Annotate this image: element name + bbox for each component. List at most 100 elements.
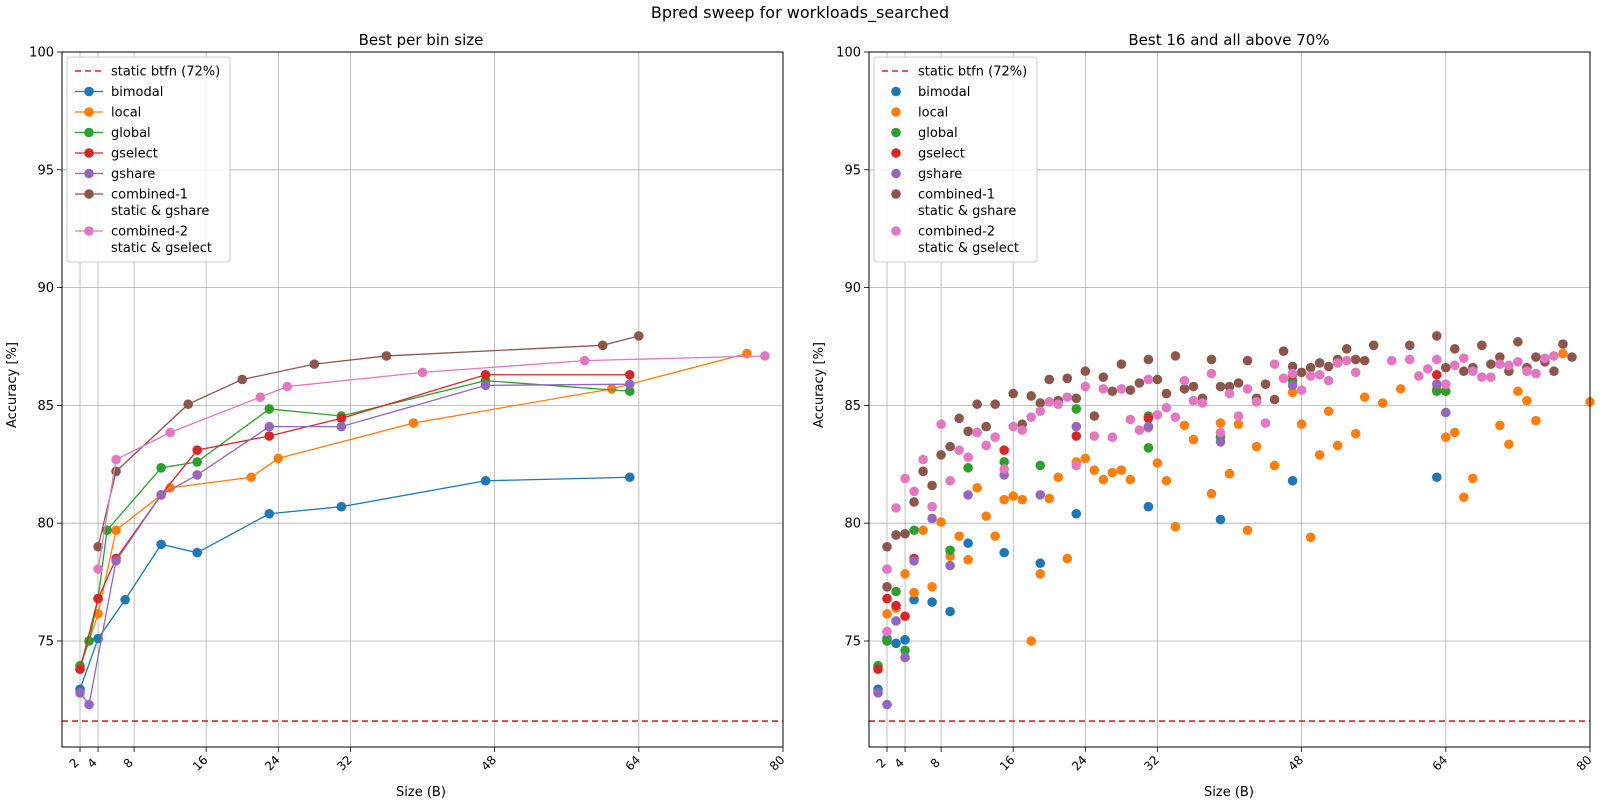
legend-marker <box>891 226 901 236</box>
data-point <box>1035 490 1046 500</box>
legend-label-line: local <box>918 106 948 121</box>
data-point <box>579 355 590 366</box>
x-tick-label: 64 <box>1430 753 1451 774</box>
data-point <box>900 473 910 484</box>
data-point <box>900 611 910 622</box>
data-point <box>1125 474 1136 485</box>
legend-label-line: combined-2 <box>111 225 188 240</box>
x-tick-label: 48 <box>478 753 499 774</box>
data-point <box>84 699 94 710</box>
chart-left: Best per bin size Size (B) Accuracy [%] … <box>5 31 788 800</box>
legend-label-line: static & gshare <box>918 204 1016 219</box>
data-point <box>909 594 919 605</box>
data-point <box>1143 374 1154 385</box>
data-point <box>1341 355 1352 366</box>
data-point <box>873 688 883 698</box>
data-point <box>84 636 94 646</box>
legend-entry: combined-1 static & gshare <box>891 188 1016 219</box>
legend-label-line: static & gshare <box>111 204 209 219</box>
x-tick-label: 32 <box>334 753 355 774</box>
data-point <box>1350 428 1361 439</box>
data-point <box>1071 460 1082 471</box>
legend-entry: combined-2 static & gselect <box>891 225 1019 256</box>
data-point <box>192 445 202 455</box>
chart-left-title: Best per bin size <box>359 31 484 49</box>
data-point <box>597 340 608 351</box>
data-point <box>1098 474 1109 485</box>
data-point <box>891 616 901 626</box>
data-point <box>1323 361 1334 372</box>
legend-label-line: combined-1 <box>918 188 995 203</box>
legend-entry: bimodal <box>75 85 163 100</box>
data-point <box>909 556 919 566</box>
legend-label: combined-2 static & gselect <box>111 225 212 257</box>
series-5 <box>882 331 1577 592</box>
data-point <box>264 421 275 432</box>
legend-label-line: bimodal <box>918 85 970 100</box>
data-point <box>1477 372 1487 382</box>
data-point <box>1116 359 1127 369</box>
data-point <box>936 517 946 527</box>
legend-label-line: gselect <box>918 147 965 162</box>
data-point <box>1008 421 1018 432</box>
data-point <box>309 359 320 369</box>
data-point <box>909 525 919 536</box>
data-point <box>1152 374 1163 385</box>
data-point <box>120 594 130 605</box>
y-tick-label: 90 <box>844 281 861 296</box>
data-point <box>1017 494 1028 505</box>
data-point <box>1549 366 1559 377</box>
data-point <box>417 367 428 378</box>
data-point <box>1395 384 1406 394</box>
data-point <box>1098 384 1109 394</box>
data-point <box>1531 415 1541 426</box>
y-tick-label: 100 <box>29 46 54 61</box>
data-point <box>999 464 1009 474</box>
data-point <box>999 445 1009 455</box>
data-point <box>1377 398 1388 408</box>
data-point <box>1305 532 1316 543</box>
data-point <box>963 463 973 473</box>
chart-left-ylabel: Accuracy [%] <box>5 342 20 428</box>
data-point <box>873 664 883 675</box>
legend-label-line: global <box>111 126 151 141</box>
data-point <box>1332 440 1343 451</box>
data-point <box>1071 404 1082 414</box>
data-point <box>918 454 928 465</box>
data-point <box>1323 375 1334 386</box>
data-point <box>156 490 166 500</box>
data-point <box>1044 374 1055 385</box>
data-point <box>480 475 491 486</box>
data-point <box>945 545 955 556</box>
data-point <box>900 645 910 656</box>
data-point <box>1071 421 1082 432</box>
data-point <box>1468 366 1478 377</box>
data-point <box>192 457 202 467</box>
data-point <box>1080 453 1091 464</box>
data-point <box>1359 392 1370 402</box>
data-point <box>93 541 103 552</box>
data-point <box>963 426 973 437</box>
legend-entry: gselect <box>891 147 965 162</box>
data-point <box>1504 360 1514 371</box>
data-point <box>882 593 892 604</box>
data-point <box>1215 427 1226 438</box>
data-point <box>93 593 103 604</box>
data-point <box>1260 379 1271 389</box>
data-point <box>1269 460 1280 471</box>
legend-label-line: combined-2 <box>918 225 995 240</box>
data-point <box>1540 353 1550 364</box>
y-tick-label: 95 <box>844 163 861 178</box>
legend-entry: local <box>891 106 948 121</box>
data-point <box>480 380 491 391</box>
data-point <box>1314 450 1325 460</box>
data-point <box>891 530 901 540</box>
y-tick-label: 75 <box>37 634 54 649</box>
data-point <box>918 466 928 477</box>
x-tick-label: 64 <box>623 753 644 774</box>
data-point <box>1143 413 1154 424</box>
data-point <box>1044 493 1055 504</box>
data-point <box>1477 340 1487 351</box>
data-point <box>1197 398 1208 408</box>
data-point <box>1008 491 1018 501</box>
